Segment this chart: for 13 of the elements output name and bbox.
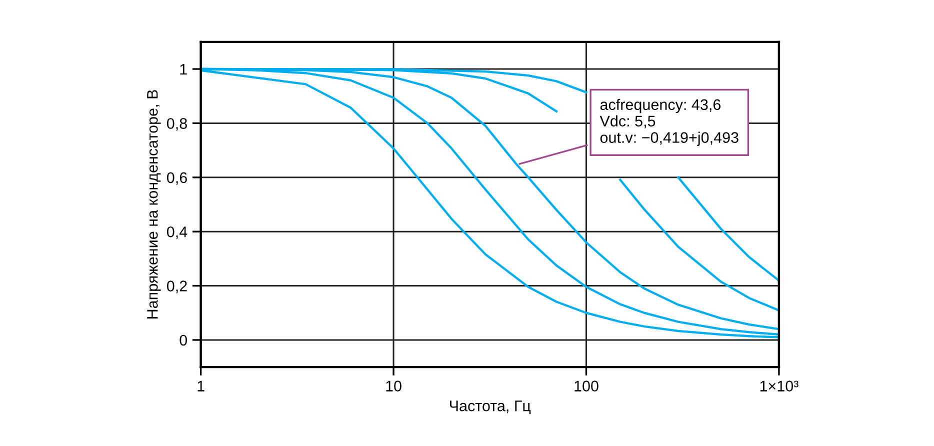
y-tick-label: 0,4 bbox=[166, 226, 188, 240]
y-tick-label: 0,6 bbox=[166, 172, 187, 185]
y-tick-label: 0 bbox=[180, 334, 188, 346]
y-tick-label: 0,2 bbox=[166, 280, 187, 294]
x-tick-label: 100 bbox=[574, 380, 598, 392]
y-tick-label: 1 bbox=[180, 64, 187, 75]
y-tick-label: 0,8 bbox=[166, 118, 187, 131]
x-axis-title: Частота, Гц bbox=[450, 400, 531, 414]
x-tick-label: 10 bbox=[386, 380, 402, 392]
annotation: acfrequency: 43,6 Vdc: 5,5 out.v: −0,419+j0,493 bbox=[600, 98, 738, 146]
y-axis-title: Напряжение на конденсаторе, В bbox=[147, 90, 161, 318]
x-tick-label: 1 bbox=[198, 380, 204, 392]
x-tick-label: 1×10³ bbox=[760, 380, 798, 392]
